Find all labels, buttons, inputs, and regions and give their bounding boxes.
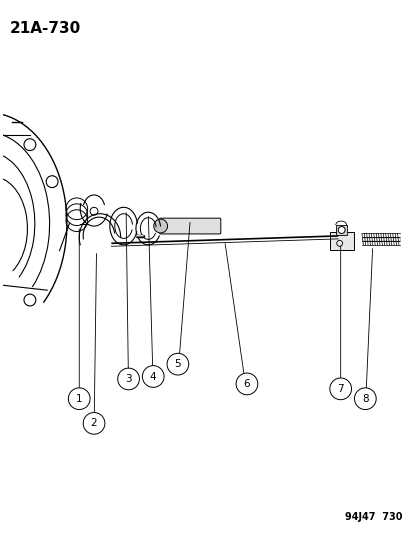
Text: 2: 2 <box>90 418 97 429</box>
Circle shape <box>68 388 90 409</box>
Text: 4: 4 <box>150 372 156 382</box>
Text: 8: 8 <box>361 394 368 403</box>
Circle shape <box>117 368 139 390</box>
Circle shape <box>166 353 188 375</box>
Text: 94J47  730: 94J47 730 <box>344 512 401 522</box>
Circle shape <box>153 219 167 233</box>
Circle shape <box>337 227 344 233</box>
Text: 21A-730: 21A-730 <box>10 21 81 36</box>
Text: 3: 3 <box>125 374 132 384</box>
Text: 6: 6 <box>243 379 250 389</box>
Text: 1: 1 <box>76 394 82 403</box>
FancyBboxPatch shape <box>335 225 346 235</box>
Text: 5: 5 <box>174 359 181 369</box>
Text: 7: 7 <box>337 384 343 394</box>
Circle shape <box>235 373 257 395</box>
Circle shape <box>354 388 375 409</box>
FancyBboxPatch shape <box>329 232 354 250</box>
Circle shape <box>83 413 104 434</box>
Circle shape <box>329 378 351 400</box>
Circle shape <box>142 366 164 387</box>
FancyBboxPatch shape <box>159 218 220 234</box>
